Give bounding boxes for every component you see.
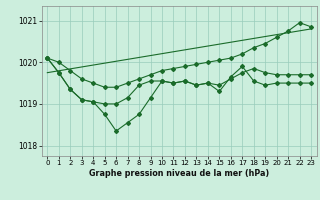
X-axis label: Graphe pression niveau de la mer (hPa): Graphe pression niveau de la mer (hPa): [89, 169, 269, 178]
